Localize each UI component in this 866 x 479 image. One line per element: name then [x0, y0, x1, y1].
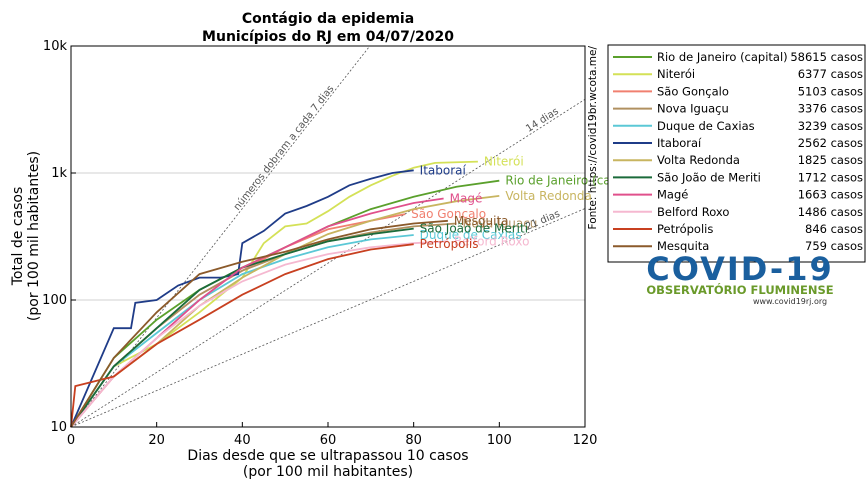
series-end-label: São João de Meriti [420, 222, 528, 236]
x-tick-label: 0 [67, 433, 75, 448]
y-axis-label: (por 100 mil habitantes) [26, 151, 42, 321]
x-tick-label: 20 [148, 433, 165, 448]
series-line [70, 243, 414, 428]
y-axis-label: Total de casos [10, 187, 26, 287]
reference-label: números dobram a cada 7 dias [231, 83, 336, 213]
y-tick-label: 10k [43, 39, 68, 54]
legend-label: Nova Iguaçu [657, 102, 729, 116]
legend-count: 1825 casos [798, 153, 863, 167]
series-end-label: Belford Roxo [454, 234, 530, 248]
legend-count: 1663 casos [798, 188, 863, 202]
x-tick-label: 100 [487, 433, 512, 448]
chart-title: Contágio da epidemia [242, 11, 414, 27]
legend-label: Mesquita [657, 239, 709, 253]
y-tick-label: 100 [42, 293, 67, 308]
series-end-label: Niterói [484, 155, 524, 169]
legend-count: 2562 casos [798, 136, 863, 150]
legend-count: 759 casos [805, 239, 863, 253]
legend-label: Magé [657, 188, 688, 202]
x-axis-label: Dias desde que se ultrapassou 10 casos [187, 448, 468, 464]
series-end-label: Mesquita [454, 214, 509, 228]
legend-count: 3376 casos [798, 102, 863, 116]
series-end-label: Itaboraí [420, 163, 467, 177]
reference-line [70, 98, 586, 428]
legend-label: Belford Roxo [657, 205, 729, 219]
series-line [70, 160, 478, 428]
legend-count: 1486 casos [798, 205, 863, 219]
x-tick-label: 60 [320, 433, 337, 448]
legend-count: 3239 casos [798, 119, 863, 133]
reference-line [70, 208, 586, 428]
series-line [70, 240, 448, 428]
reference-label: 14 dias [524, 106, 561, 135]
y-tick-label: 1k [51, 166, 67, 181]
legend-count: 58615 casos [790, 50, 863, 64]
series-line [70, 234, 414, 428]
series-end-label: Volta Redonda [505, 189, 592, 203]
legend-label: Volta Redonda [657, 153, 740, 167]
y-tick-label: 10 [50, 420, 67, 435]
series-end-label: Petrópolis [420, 237, 479, 251]
source: Fonte: https://covid19br.wcota.me/ [587, 46, 599, 230]
legend-label: Niterói [657, 67, 695, 81]
legend-count: 846 casos [805, 222, 863, 236]
x-tick-label: 120 [573, 433, 598, 448]
logo-url: www.covid19rj.org [753, 297, 827, 306]
legend-label: Rio de Janeiro (capital) [657, 50, 788, 64]
legend-label: Duque de Caxias [657, 119, 755, 133]
legend-label: Itaboraí [657, 136, 702, 150]
series-line [70, 222, 457, 428]
x-axis-label: (por 100 mil habitantes) [243, 464, 413, 479]
series-end-label: São Gonçalo [411, 207, 486, 221]
legend-label: São João de Meriti [657, 170, 761, 184]
x-tick-label: 80 [405, 433, 422, 448]
series-line [70, 169, 414, 428]
series-end-label: Duque de Caxias [420, 228, 522, 242]
series-line [70, 219, 448, 428]
x-tick-label: 40 [234, 433, 251, 448]
legend-count: 5103 casos [798, 84, 863, 98]
series-end-label: Nova Iguaçu [463, 217, 538, 231]
logo-title: COVID-19 [646, 250, 833, 288]
reference-label: 21 dias [524, 209, 562, 233]
legend: Rio de Janeiro (capital) 58615 casos Niter… [613, 50, 863, 253]
legend-label: Petrópolis [657, 222, 713, 236]
legend-label: São Gonçalo [657, 84, 729, 98]
series-end-label: Magé [450, 191, 483, 205]
chart-subtitle: Municípios do RJ em 04/07/2020 [202, 29, 454, 45]
logo-subtitle: OBSERVATÓRIO FLUMINENSE [646, 282, 833, 297]
legend-count: 6377 casos [798, 67, 863, 81]
legend-box [607, 44, 866, 263]
legend-count: 1712 casos [798, 170, 863, 184]
